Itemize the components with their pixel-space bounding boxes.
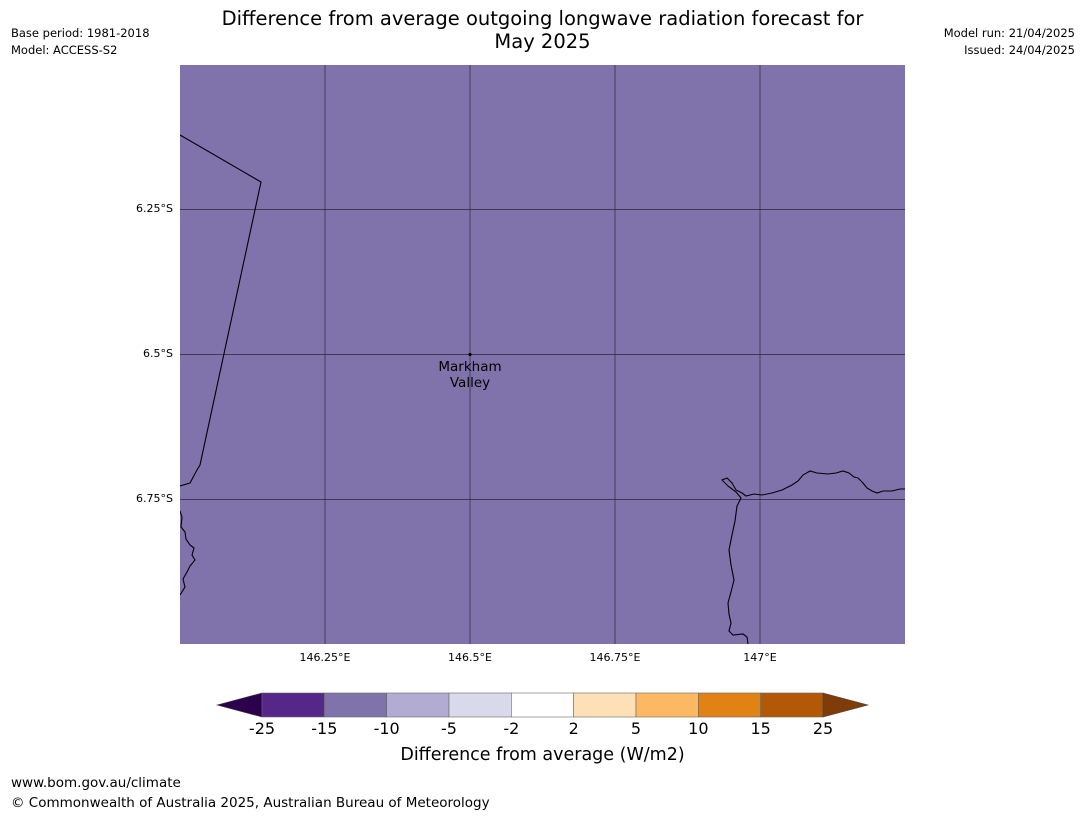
colorbar-segment [760, 692, 824, 718]
colorbar-tick-label: -10 [373, 719, 400, 738]
metadata-right: Model run: 21/04/2025 Issued: 24/04/2025 [944, 25, 1075, 59]
lon-label-146-25: 146.25°E [299, 651, 351, 664]
footer-copyright: © Commonwealth of Australia 2025, Austra… [11, 795, 490, 811]
metadata-left: Base period: 1981-2018 Model: ACCESS-S2 [11, 25, 150, 59]
map-panel[interactable] [180, 65, 905, 644]
colorbar-tick-label: 15 [750, 719, 771, 738]
lon-label-147: 147°E [743, 651, 777, 664]
colorbar-extend-high [822, 692, 870, 718]
colorbar-tick-label: -2 [503, 719, 520, 738]
map-title: Difference from average outgoing longwav… [180, 7, 905, 53]
lon-label-146-75: 146.75°E [589, 651, 641, 664]
model-text: Model: ACCESS-S2 [11, 43, 118, 57]
colorbar-tick-label: 10 [688, 719, 709, 738]
coastline-east [721, 470, 905, 644]
colorbar-tick-label: 2 [568, 719, 579, 738]
lon-label-146-5: 146.5°E [448, 651, 492, 664]
colorbar-segment [386, 692, 450, 718]
colorbar-segment [698, 692, 761, 718]
province-boundary [180, 134, 262, 487]
colorbar-tick-label: -15 [311, 719, 338, 738]
footer-url[interactable]: www.bom.gov.au/climate [11, 775, 181, 791]
base-period-text: Base period: 1981-2018 [11, 26, 150, 40]
colorbar-tick-label: -25 [248, 719, 276, 738]
colorbar-tick-label: -5 [441, 719, 457, 738]
markham-valley-marker [468, 352, 472, 357]
coastline-west [180, 510, 196, 596]
colorbar-segment [511, 692, 574, 718]
colorbar-segment [261, 692, 325, 718]
colorbar-tick-label: 5 [630, 719, 642, 738]
colorbar-segments [215, 692, 870, 718]
colorbar-segment [448, 692, 512, 718]
lat-label-6-5: 6.5°S [143, 347, 173, 360]
lat-label-6-25: 6.25°S [136, 202, 173, 215]
title-line-1: Difference from average outgoing longwav… [221, 7, 864, 30]
colorbar-segment [324, 692, 387, 718]
issued-text: Issued: 24/04/2025 [964, 43, 1075, 57]
colorbar-segment [573, 692, 637, 718]
title-line-2: May 2025 [494, 30, 591, 53]
colorbar-label: Difference from average (W/m2) [400, 745, 685, 765]
colorbar-tick-label: 25 [812, 719, 834, 738]
colorbar-extend-low [215, 692, 263, 718]
map-canvas [180, 65, 905, 644]
lat-label-6-75: 6.75°S [136, 492, 173, 505]
place-label-markham-valley: Markham Valley [420, 359, 520, 391]
colorbar-segment [635, 692, 699, 718]
place-label-line-1: Markham [438, 359, 502, 375]
model-run-text: Model run: 21/04/2025 [943, 26, 1075, 40]
place-label-line-2: Valley [449, 375, 491, 391]
